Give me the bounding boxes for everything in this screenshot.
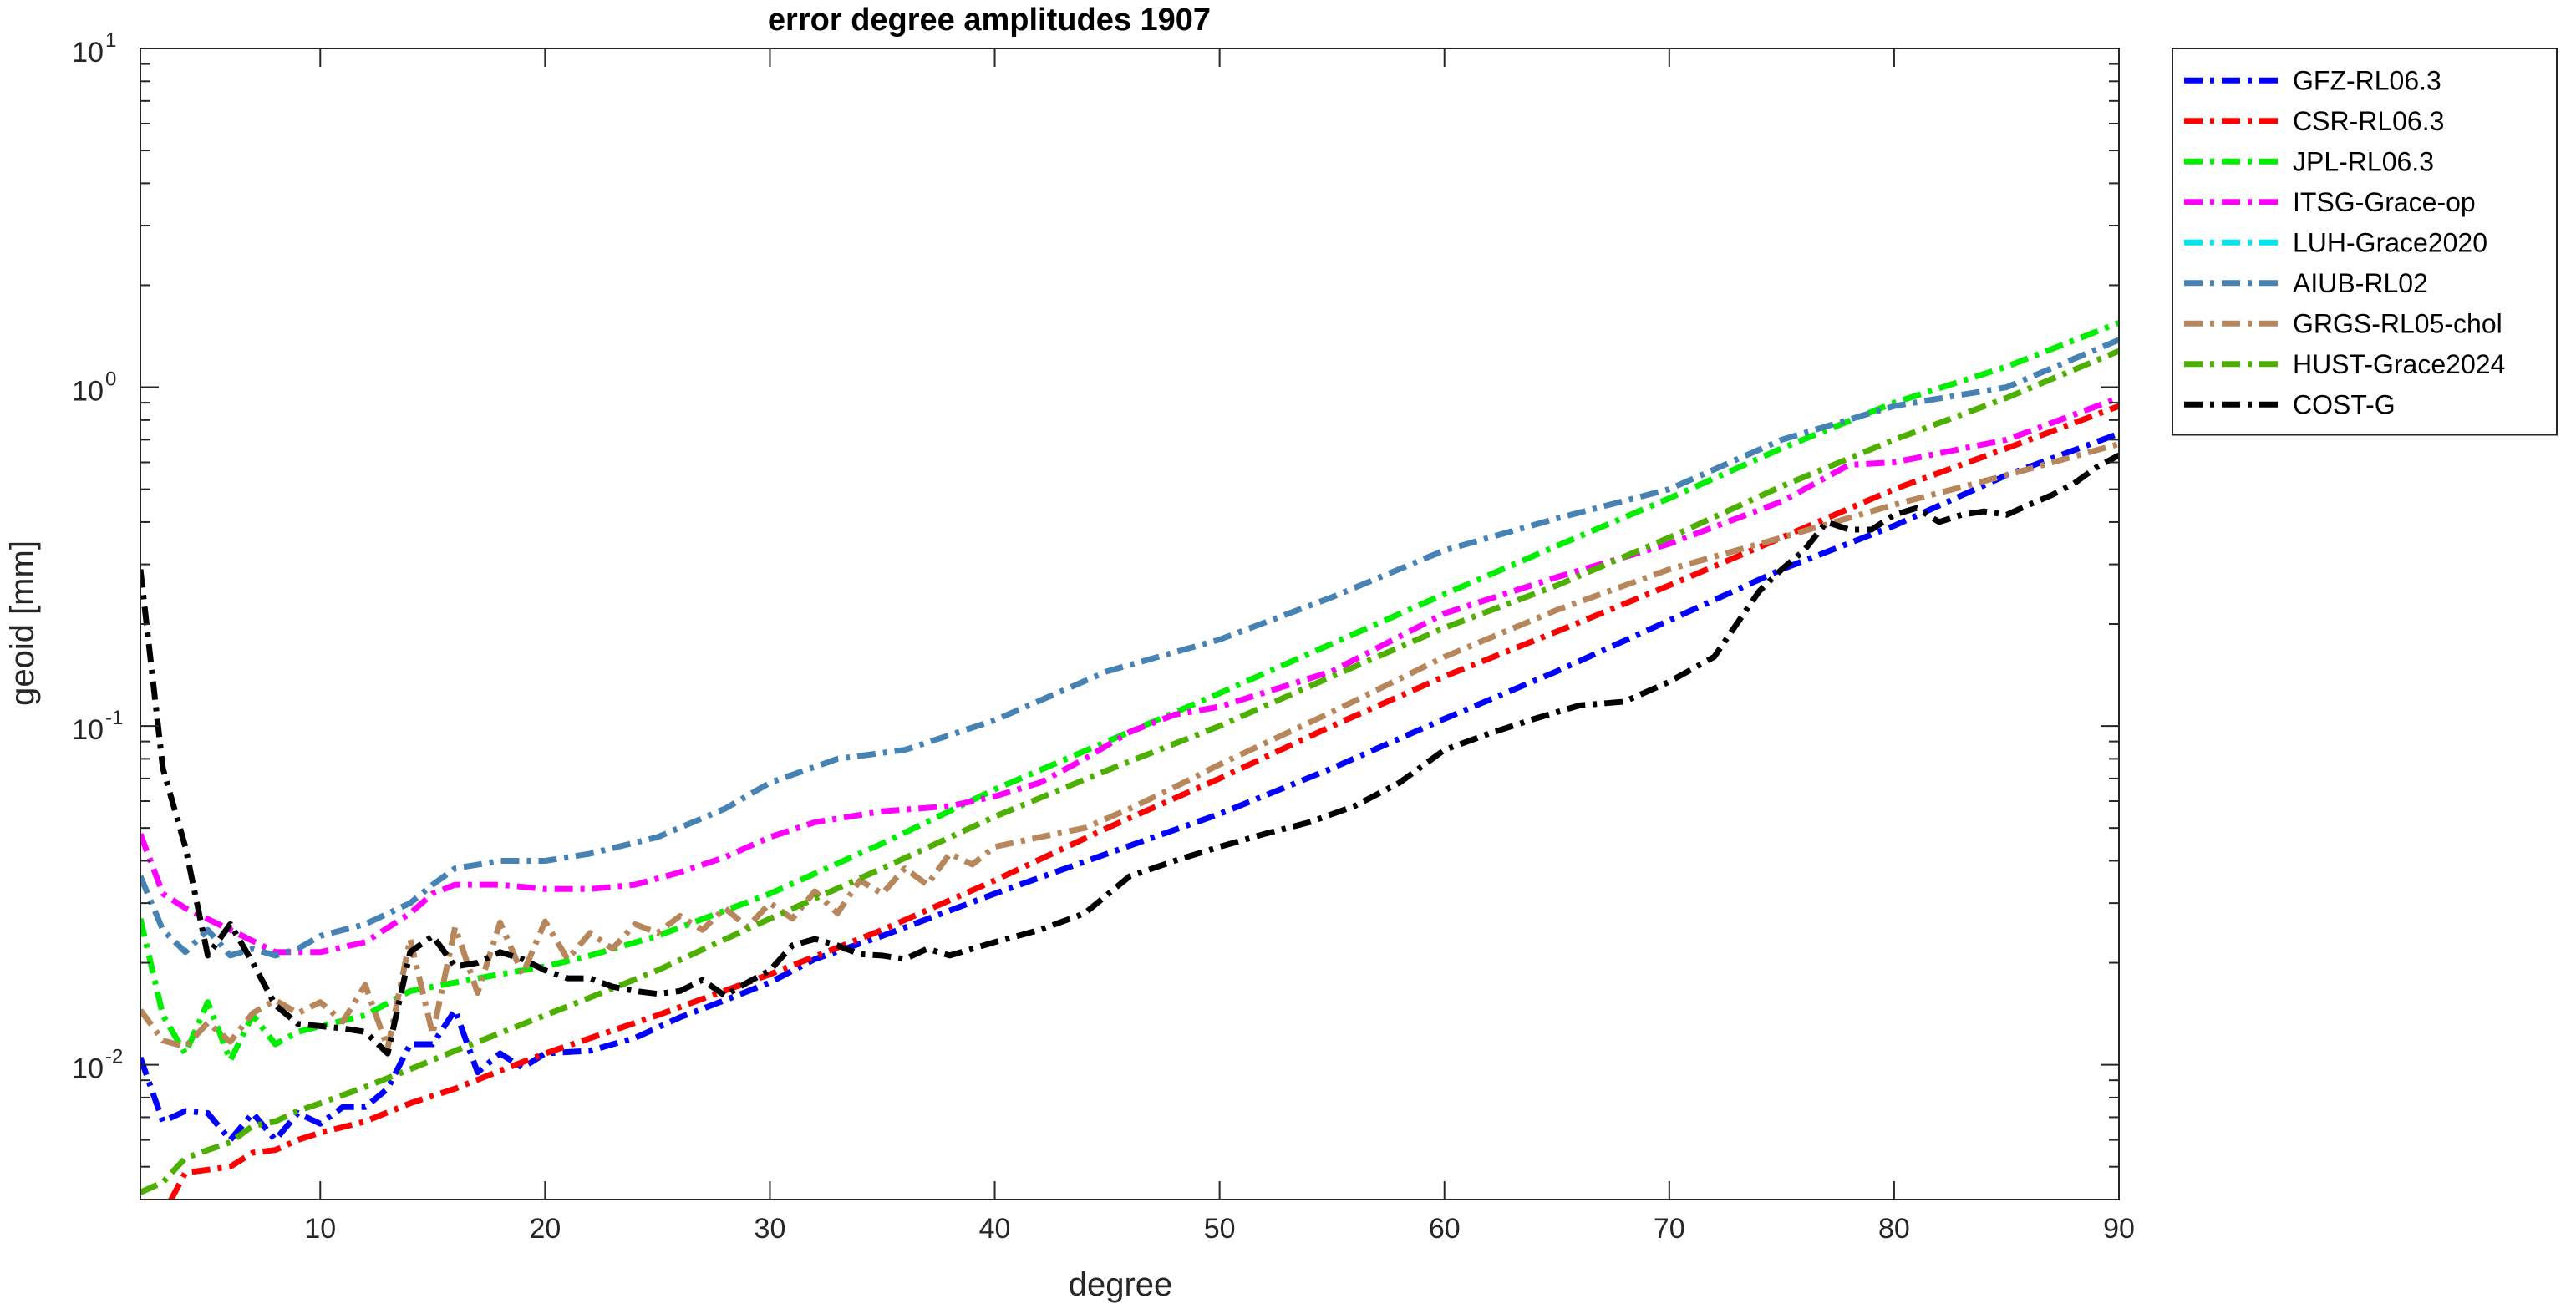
series-line-aiub-rl02 bbox=[140, 337, 2119, 959]
x-tick-label: 20 bbox=[529, 1213, 561, 1245]
legend-entry-label: ITSG-Grace-op bbox=[2293, 187, 2476, 217]
x-tick-label: 50 bbox=[1204, 1213, 1236, 1245]
x-tick-label: 10 bbox=[304, 1213, 336, 1245]
series-line-csr-rl06-3 bbox=[167, 403, 2119, 1200]
x-tick-label: 70 bbox=[1654, 1213, 1685, 1245]
y-tick-exponent: 1 bbox=[105, 29, 116, 52]
y-axis-label: geoid [mm] bbox=[4, 540, 41, 706]
y-tick-label: 10 bbox=[72, 1053, 104, 1085]
series-line-cost-g bbox=[140, 452, 2119, 1057]
y-tick-base: 10 bbox=[72, 37, 104, 68]
legend-entry-label: COST-G bbox=[2293, 389, 2396, 419]
y-tick-exponent: 0 bbox=[105, 368, 116, 391]
y-tick-label: 10 bbox=[72, 714, 104, 746]
x-tick-label: 60 bbox=[1429, 1213, 1461, 1245]
legend-entry-label: CSR-RL06.3 bbox=[2293, 106, 2444, 136]
series-line-hust-grace2024 bbox=[140, 348, 2119, 1195]
y-tick-exponent: -2 bbox=[105, 1046, 123, 1068]
x-tick-label: 80 bbox=[1878, 1213, 1910, 1245]
y-tick-base: 10 bbox=[72, 1053, 104, 1085]
y-tick-exponent: -1 bbox=[105, 707, 123, 729]
x-tick-label: 40 bbox=[979, 1213, 1011, 1245]
x-axis-label: degree bbox=[1069, 1266, 1173, 1303]
series-line-jpl-rl06-3 bbox=[140, 320, 2119, 1063]
legend-entry-label: GFZ-RL06.3 bbox=[2293, 65, 2441, 95]
series-line-gfz-rl06-3 bbox=[140, 430, 2119, 1144]
y-tick-label: 10 bbox=[72, 37, 104, 68]
y-tick-base: 10 bbox=[72, 376, 104, 408]
y-tick-base: 10 bbox=[72, 714, 104, 746]
x-tick-label: 90 bbox=[2103, 1213, 2135, 1245]
legend-entry-label: AIUB-RL02 bbox=[2293, 268, 2428, 298]
legend-entry-label: HUST-Grace2024 bbox=[2293, 349, 2505, 379]
series-layer bbox=[140, 320, 2119, 1200]
series-line-grgs-rl05-chol bbox=[140, 441, 2119, 1052]
legend: GFZ-RL06.3 CSR-RL06.3 JPL-RL06.3 ITSG-Grace… bbox=[2172, 48, 2558, 436]
series-line-itsg-grace-op bbox=[140, 395, 2119, 956]
x-tick-label: 30 bbox=[755, 1213, 786, 1245]
chart-title: error degree amplitudes 1907 bbox=[768, 3, 1211, 38]
plot-area bbox=[140, 48, 2119, 1200]
y-tick-label: 10 bbox=[72, 376, 104, 408]
legend-entry-label: LUH-Grace2020 bbox=[2293, 227, 2487, 257]
legend-entry-label: JPL-RL06.3 bbox=[2293, 146, 2434, 176]
legend-entry-label: GRGS-RL05-chol bbox=[2293, 308, 2502, 338]
